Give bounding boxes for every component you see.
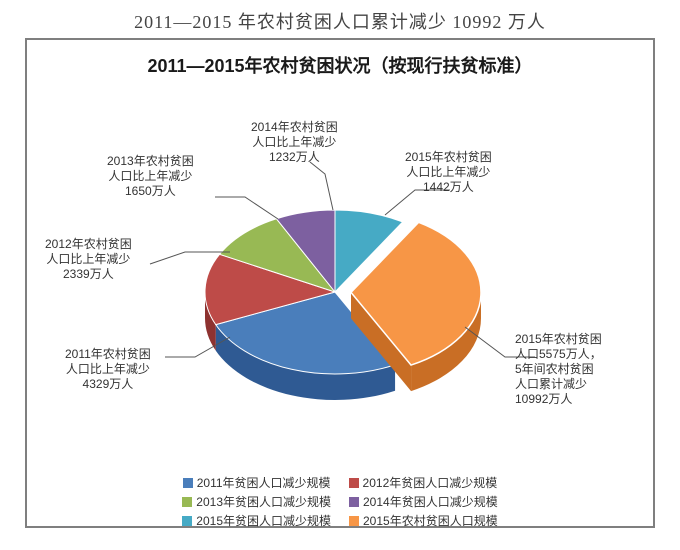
chart-title: 2011—2015年农村贫困状况（按现行扶贫标准） [27, 52, 653, 78]
legend-item-2013: 2013年贫困人口减少规模 [182, 493, 331, 510]
slice-label-2011: 2011年农村贫困 人口比上年减少 4329万人 [65, 347, 151, 392]
legend-swatch [182, 497, 192, 507]
slice-label-2012: 2012年农村贫困 人口比上年减少 2339万人 [45, 237, 132, 282]
pie-chart: 2011年农村贫困 人口比上年减少 4329万人 2012年农村贫困 人口比上年减… [35, 82, 645, 472]
legend: 2011年贫困人口减少规模 2012年贫困人口减少规模 2013年贫困人口减少规模 2… [40, 474, 640, 529]
legend-label: 2012年贫困人口减少规模 [363, 474, 498, 491]
slice-label-2014: 2014年农村贫困 人口比上年减少 1232万人 [251, 120, 338, 165]
legend-label: 2014年贫困人口减少规模 [363, 493, 498, 510]
legend-label: 2011年贫困人口减少规模 [197, 474, 331, 491]
legend-swatch [182, 516, 192, 526]
legend-item-2011: 2011年贫困人口减少规模 [183, 474, 331, 491]
slice-label-2015p: 2015年农村贫困 人口5575万人， 5年间农村贫困 人口累计减少 10992… [515, 332, 602, 407]
slice-label-2013: 2013年农村贫困 人口比上年减少 1650万人 [107, 154, 194, 199]
legend-label: 2015年贫困人口减少规模 [196, 512, 331, 529]
legend-swatch [349, 516, 359, 526]
legend-item-2015r: 2015年贫困人口减少规模 [182, 512, 331, 529]
legend-swatch [349, 497, 359, 507]
legend-item-2014: 2014年贫困人口减少规模 [349, 493, 498, 510]
legend-swatch [183, 478, 193, 488]
legend-label: 2013年贫困人口减少规模 [196, 493, 331, 510]
legend-label: 2015年农村贫困人口规模 [363, 512, 498, 529]
page-title: 2011—2015 年农村贫困人口累计减少 10992 万人 [0, 0, 680, 38]
legend-swatch [349, 478, 359, 488]
legend-item-2012: 2012年贫困人口减少规模 [349, 474, 498, 491]
legend-item-2015p: 2015年农村贫困人口规模 [349, 512, 498, 529]
chart-container: 2011—2015年农村贫困状况（按现行扶贫标准） 2011年农村贫困 人口比上… [25, 38, 655, 528]
slice-label-2015r: 2015年农村贫困 人口比上年减少 1442万人 [405, 150, 492, 195]
